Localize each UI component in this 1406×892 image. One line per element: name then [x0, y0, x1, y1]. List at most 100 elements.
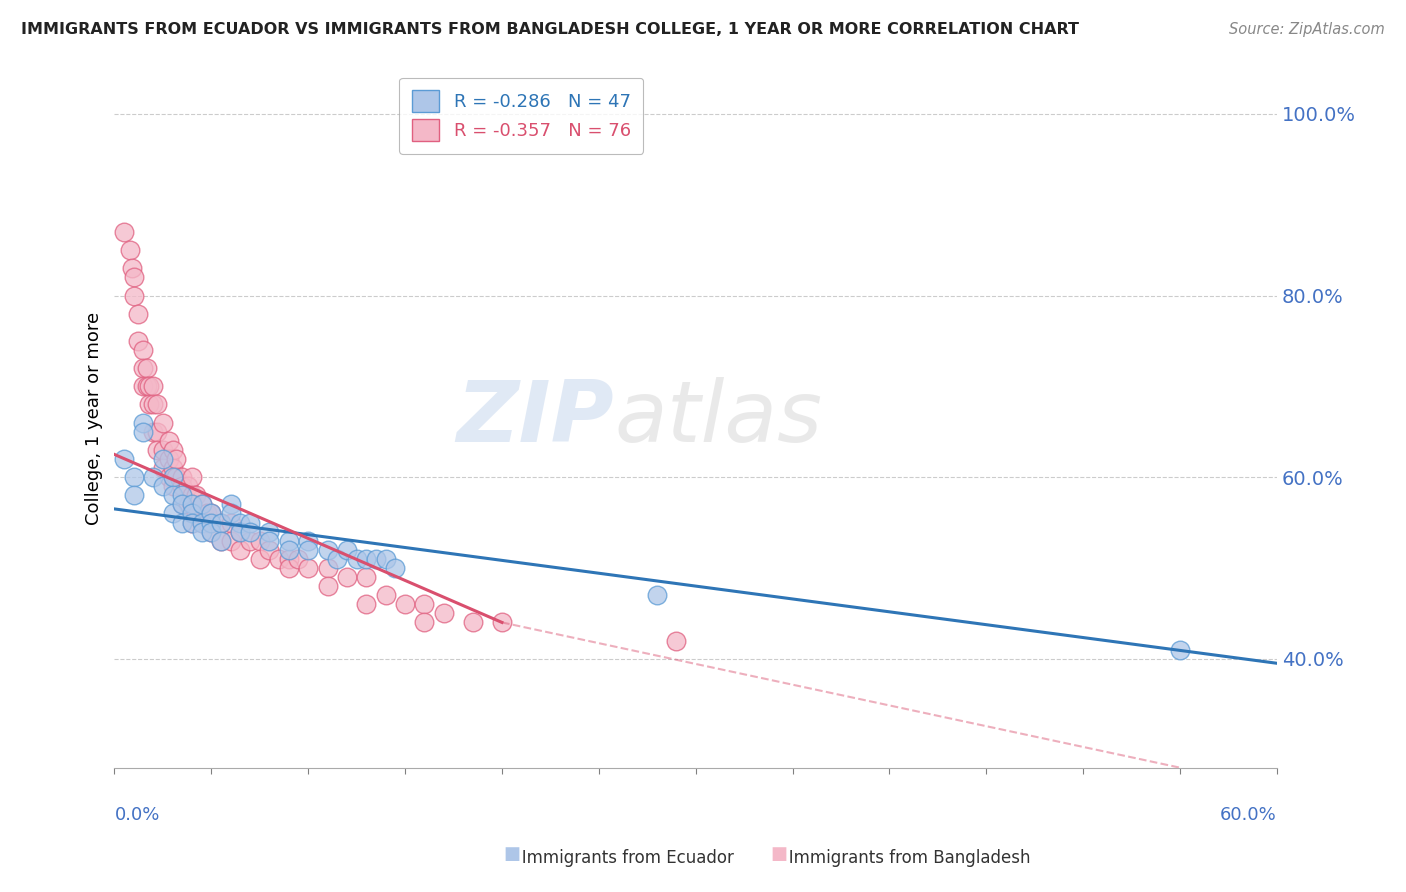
Point: [219, 516, 242, 530]
Point: [190, 516, 212, 530]
Point: [356, 570, 378, 584]
Text: ■: ■: [770, 846, 787, 863]
Point: [146, 397, 169, 411]
Point: [172, 516, 194, 530]
Point: [209, 516, 232, 530]
Point: [197, 516, 219, 530]
Point: [491, 615, 513, 630]
Point: [239, 516, 262, 530]
Point: [162, 507, 184, 521]
Point: [152, 452, 174, 467]
Point: [162, 488, 184, 502]
Point: [165, 470, 187, 484]
Point: [190, 524, 212, 539]
Point: [259, 542, 281, 557]
Point: [142, 425, 165, 439]
Point: [200, 507, 222, 521]
Point: [259, 533, 281, 548]
Point: [122, 488, 145, 502]
Text: 60.0%: 60.0%: [1220, 806, 1277, 824]
Point: [142, 470, 165, 484]
Point: [297, 561, 319, 575]
Point: [177, 497, 200, 511]
Point: [384, 561, 406, 575]
Point: [287, 552, 309, 566]
Point: [200, 524, 222, 539]
Point: [229, 516, 252, 530]
Point: [132, 416, 155, 430]
Legend: R = -0.286   N = 47, R = -0.357   N = 76: R = -0.286 N = 47, R = -0.357 N = 76: [399, 78, 644, 154]
Text: Immigrants from Bangladesh: Immigrants from Bangladesh: [773, 849, 1031, 867]
Point: [277, 542, 299, 557]
Point: [356, 552, 378, 566]
Point: [127, 334, 149, 348]
Text: Immigrants from Ecuador: Immigrants from Ecuador: [506, 849, 734, 867]
Point: [269, 552, 291, 566]
Point: [356, 597, 378, 611]
Point: [127, 307, 149, 321]
Text: Source: ZipAtlas.com: Source: ZipAtlas.com: [1229, 22, 1385, 37]
Point: [336, 570, 359, 584]
Text: atlas: atlas: [614, 376, 823, 459]
Point: [157, 470, 180, 484]
Point: [180, 470, 202, 484]
Point: [394, 597, 416, 611]
Point: [157, 452, 180, 467]
Text: IMMIGRANTS FROM ECUADOR VS IMMIGRANTS FROM BANGLADESH COLLEGE, 1 YEAR OR MORE CO: IMMIGRANTS FROM ECUADOR VS IMMIGRANTS FR…: [21, 22, 1078, 37]
Point: [200, 507, 222, 521]
Point: [197, 507, 219, 521]
Point: [364, 552, 387, 566]
Point: [132, 361, 155, 376]
Point: [219, 533, 242, 548]
Point: [209, 516, 232, 530]
Point: [157, 434, 180, 448]
Point: [249, 533, 271, 548]
Point: [645, 588, 668, 602]
Point: [152, 461, 174, 475]
Point: [277, 533, 299, 548]
Point: [190, 497, 212, 511]
Point: [297, 542, 319, 557]
Point: [336, 542, 359, 557]
Point: [118, 243, 141, 257]
Point: [219, 497, 242, 511]
Point: [665, 633, 688, 648]
Point: [277, 552, 299, 566]
Text: ZIP: ZIP: [457, 376, 614, 459]
Point: [172, 470, 194, 484]
Point: [277, 561, 299, 575]
Text: ■: ■: [503, 846, 520, 863]
Point: [259, 524, 281, 539]
Point: [180, 507, 202, 521]
Point: [146, 442, 169, 457]
Point: [180, 497, 202, 511]
Point: [180, 516, 202, 530]
Point: [209, 533, 232, 548]
Point: [152, 416, 174, 430]
Point: [316, 561, 339, 575]
Point: [1168, 642, 1191, 657]
Point: [146, 425, 169, 439]
Point: [172, 497, 194, 511]
Point: [112, 225, 135, 239]
Point: [122, 288, 145, 302]
Point: [374, 588, 396, 602]
Point: [132, 343, 155, 357]
Point: [346, 552, 368, 566]
Point: [138, 379, 160, 393]
Point: [239, 533, 262, 548]
Point: [184, 507, 207, 521]
Point: [132, 425, 155, 439]
Point: [122, 470, 145, 484]
Point: [152, 442, 174, 457]
Point: [413, 597, 436, 611]
Point: [142, 379, 165, 393]
Point: [122, 270, 145, 285]
Point: [162, 442, 184, 457]
Point: [229, 524, 252, 539]
Point: [142, 397, 165, 411]
Point: [172, 479, 194, 493]
Point: [121, 261, 143, 276]
Point: [152, 479, 174, 493]
Point: [413, 615, 436, 630]
